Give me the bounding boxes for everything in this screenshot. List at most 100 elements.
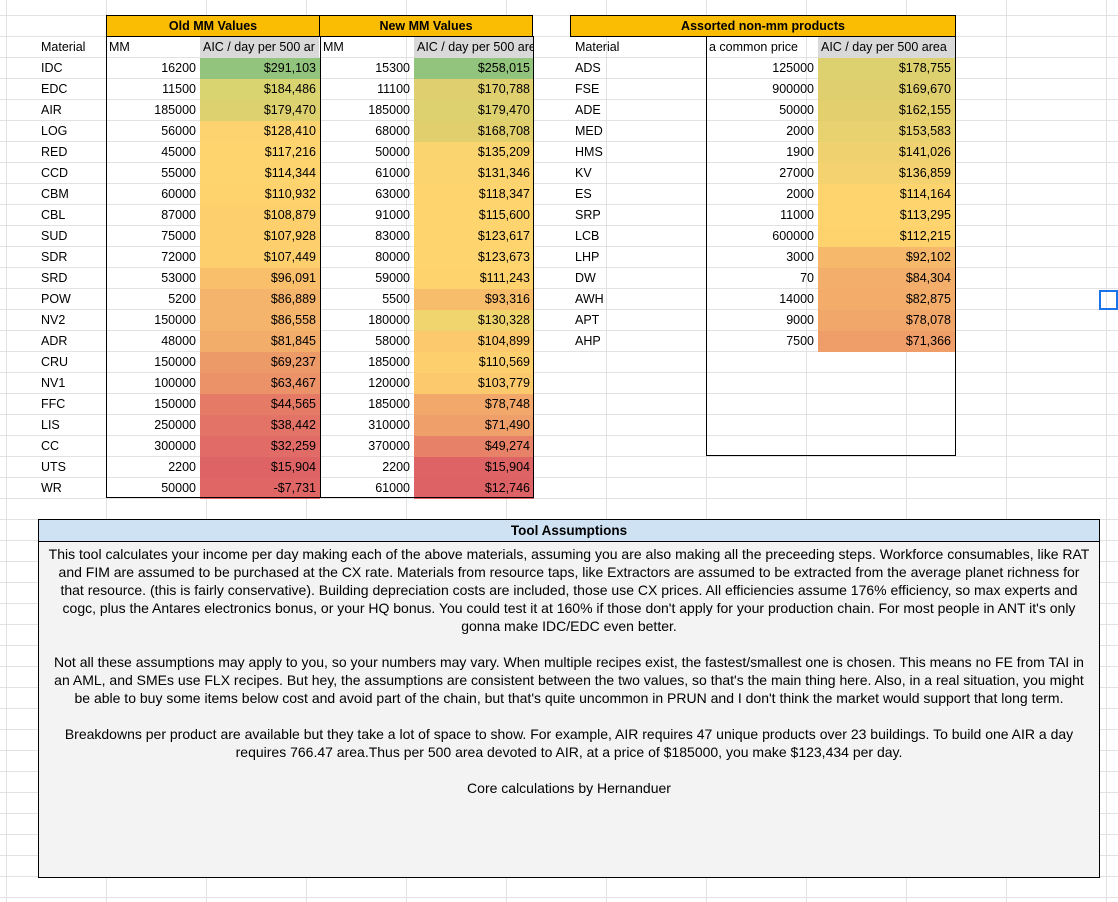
material-cell[interactable]: CC: [41, 439, 60, 453]
old-mm-cell[interactable]: 75000: [161, 229, 196, 243]
old-mm-cell[interactable]: 100000: [154, 376, 196, 390]
new-mm-cell[interactable]: 11100: [377, 82, 410, 96]
material-cell[interactable]: UTS: [41, 460, 66, 474]
assorted-aic-cell[interactable]: $153,583: [818, 121, 955, 142]
new-mm-cell[interactable]: 61000: [375, 481, 410, 495]
old-aic-cell[interactable]: $15,904: [200, 457, 320, 478]
assorted-price-cell[interactable]: 9000: [786, 313, 814, 327]
new-mm-cell[interactable]: 185000: [368, 103, 410, 117]
new-mm-cell[interactable]: 185000: [368, 355, 410, 369]
old-mm-cell[interactable]: 2200: [168, 460, 196, 474]
col-assorted-aic[interactable]: AIC / day per 500 area: [818, 37, 955, 58]
material-cell[interactable]: AIR: [41, 103, 62, 117]
material-cell[interactable]: RED: [41, 145, 68, 159]
new-aic-cell[interactable]: $111,243: [414, 268, 534, 289]
new-aic-cell[interactable]: $135,209: [414, 142, 534, 163]
new-aic-cell[interactable]: $170,788: [414, 79, 534, 100]
old-mm-cell[interactable]: 72000: [161, 250, 196, 264]
old-aic-cell[interactable]: $117,216: [200, 142, 320, 163]
assorted-aic-cell[interactable]: $84,304: [818, 268, 955, 289]
old-aic-cell[interactable]: $63,467: [200, 373, 320, 394]
new-mm-cell[interactable]: 50000: [375, 145, 410, 159]
material-cell[interactable]: CBL: [41, 208, 66, 222]
new-aic-cell[interactable]: $118,347: [414, 184, 534, 205]
old-aic-cell[interactable]: $110,932: [200, 184, 320, 205]
assorted-aic-cell[interactable]: $141,026: [818, 142, 955, 163]
col-material[interactable]: Material: [41, 40, 86, 54]
material-cell[interactable]: POW: [41, 292, 71, 306]
old-mm-cell[interactable]: 53000: [161, 271, 196, 285]
material-cell[interactable]: FFC: [41, 397, 66, 411]
col-old-mm[interactable]: MM: [109, 40, 130, 54]
material-cell[interactable]: NV2: [41, 313, 66, 327]
assorted-material-cell[interactable]: ADS: [575, 61, 601, 75]
old-mm-cell[interactable]: 11500: [162, 82, 196, 96]
old-aic-cell[interactable]: $81,845: [200, 331, 320, 352]
new-mm-cell[interactable]: 2200: [382, 460, 410, 474]
col-assorted-price[interactable]: a common price: [709, 40, 798, 54]
assorted-material-cell[interactable]: AHP: [575, 334, 601, 348]
new-aic-cell[interactable]: $258,015: [414, 58, 534, 79]
new-aic-cell[interactable]: $115,600: [414, 205, 534, 226]
old-mm-cell[interactable]: 60000: [161, 187, 196, 201]
assorted-price-cell[interactable]: 1900: [786, 145, 814, 159]
new-mm-cell[interactable]: 120000: [368, 376, 410, 390]
old-aic-cell[interactable]: $179,470: [200, 100, 320, 121]
material-cell[interactable]: SUD: [41, 229, 68, 243]
new-aic-cell[interactable]: $103,779: [414, 373, 534, 394]
assorted-material-cell[interactable]: AWH: [575, 292, 604, 306]
assorted-price-cell[interactable]: 27000: [779, 166, 814, 180]
assorted-aic-cell[interactable]: $178,755: [818, 58, 955, 79]
new-mm-cell[interactable]: 59000: [375, 271, 410, 285]
old-mm-cell[interactable]: 16200: [161, 61, 196, 75]
col-assorted-material[interactable]: Material: [575, 40, 620, 54]
old-mm-cell[interactable]: 45000: [161, 145, 196, 159]
material-cell[interactable]: SRD: [41, 271, 68, 285]
material-cell[interactable]: NV1: [41, 376, 66, 390]
col-old-aic[interactable]: AIC / day per 500 ar: [200, 37, 319, 58]
col-new-mm[interactable]: MM: [323, 40, 344, 54]
new-aic-cell[interactable]: $104,899: [414, 331, 534, 352]
old-aic-cell[interactable]: $108,879: [200, 205, 320, 226]
assorted-material-cell[interactable]: MED: [575, 124, 603, 138]
assorted-aic-cell[interactable]: $78,078: [818, 310, 955, 331]
assorted-price-cell[interactable]: 70: [800, 271, 814, 285]
assorted-material-cell[interactable]: LCB: [575, 229, 600, 243]
new-aic-cell[interactable]: $168,708: [414, 121, 534, 142]
assorted-material-cell[interactable]: ES: [575, 187, 592, 201]
material-cell[interactable]: EDC: [41, 82, 68, 96]
new-mm-cell[interactable]: 58000: [375, 334, 410, 348]
old-mm-cell[interactable]: 250000: [154, 418, 196, 432]
material-cell[interactable]: WR: [41, 481, 62, 495]
assorted-material-cell[interactable]: APT: [575, 313, 600, 327]
new-aic-cell[interactable]: $130,328: [414, 310, 534, 331]
assorted-material-cell[interactable]: KV: [575, 166, 592, 180]
new-aic-cell[interactable]: $93,316: [414, 289, 534, 310]
assorted-aic-cell[interactable]: $169,670: [818, 79, 955, 100]
new-aic-cell[interactable]: $71,490: [414, 415, 534, 436]
new-aic-cell[interactable]: $49,274: [414, 436, 534, 457]
assorted-aic-cell[interactable]: $92,102: [818, 247, 955, 268]
new-mm-cell[interactable]: 15300: [375, 61, 410, 75]
assorted-material-cell[interactable]: DW: [575, 271, 596, 285]
new-mm-cell[interactable]: 91000: [375, 208, 410, 222]
assorted-material-cell[interactable]: LHP: [575, 250, 600, 264]
old-mm-cell[interactable]: 150000: [154, 355, 196, 369]
old-mm-cell[interactable]: 87000: [161, 208, 196, 222]
new-aic-cell[interactable]: $12,746: [414, 478, 534, 499]
old-aic-cell[interactable]: $107,928: [200, 226, 320, 247]
material-cell[interactable]: CCD: [41, 166, 69, 180]
new-mm-cell[interactable]: 180000: [368, 313, 410, 327]
assorted-price-cell[interactable]: 14000: [779, 292, 814, 306]
old-mm-cell[interactable]: 55000: [161, 166, 196, 180]
old-aic-cell[interactable]: $32,259: [200, 436, 320, 457]
new-aic-cell[interactable]: $131,346: [414, 163, 534, 184]
old-mm-cell[interactable]: 48000: [161, 334, 196, 348]
new-mm-cell[interactable]: 80000: [375, 250, 410, 264]
new-aic-cell[interactable]: $179,470: [414, 100, 534, 121]
old-mm-cell[interactable]: 185000: [154, 103, 196, 117]
new-mm-cell[interactable]: 68000: [375, 124, 410, 138]
old-aic-cell[interactable]: $128,410: [200, 121, 320, 142]
material-cell[interactable]: SDR: [41, 250, 68, 264]
col-new-aic[interactable]: AIC / day per 500 area: [414, 37, 533, 58]
